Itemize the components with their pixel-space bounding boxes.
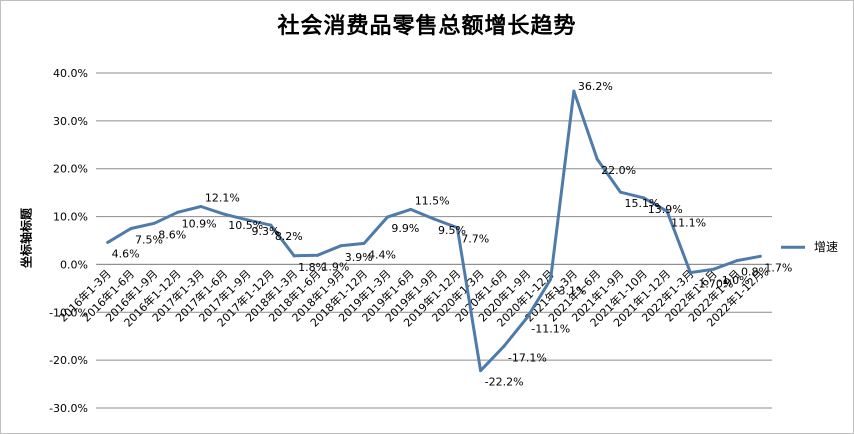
data-label: 10.9% <box>182 217 217 230</box>
data-label: 9.5% <box>438 224 466 237</box>
data-point <box>618 190 622 194</box>
data-label: 15.1% <box>624 197 659 210</box>
data-label: 36.2% <box>578 80 613 93</box>
data-point <box>455 226 459 230</box>
data-label: -1.70% <box>694 278 733 291</box>
data-point <box>595 157 599 161</box>
data-point <box>642 196 646 200</box>
data-point <box>339 244 343 248</box>
y-tick-label: 30.0% <box>53 115 88 128</box>
y-axis-ticks: 40.0% 30.0% 20.0% 10.0% 0.0% -10.0% -20.0% -30.… <box>49 67 88 415</box>
data-label: 7.5% <box>135 234 163 247</box>
legend: 增速 <box>781 240 838 254</box>
y-tick-label: -20.0% <box>49 354 88 367</box>
data-point <box>152 221 156 225</box>
data-point <box>129 227 133 231</box>
data-label: 7.7% <box>461 233 489 246</box>
data-point <box>269 223 273 227</box>
data-point <box>315 253 319 257</box>
data-label: 11.1% <box>671 216 706 229</box>
data-label: 13.9% <box>648 203 683 216</box>
data-label: 0.8% <box>741 266 769 279</box>
data-label: 8.6% <box>158 228 186 241</box>
data-label: -17.1% <box>508 351 547 364</box>
data-label: 22.0% <box>601 164 636 177</box>
y-tick-label: 0.0% <box>60 258 88 271</box>
chart-title: 社会消费品零售总额增长趋势 <box>277 13 577 39</box>
data-point <box>502 344 506 348</box>
series-line <box>106 89 761 373</box>
data-label: -1.0% <box>718 274 750 287</box>
gridlines <box>96 72 772 409</box>
data-point <box>432 217 436 221</box>
data-point <box>176 210 180 214</box>
data-point <box>409 207 413 211</box>
data-label: 9.9% <box>391 222 419 235</box>
y-tick-label: 10.0% <box>53 211 88 224</box>
data-label: -22.2% <box>485 376 524 389</box>
data-label: -11.1% <box>531 323 570 336</box>
data-point <box>688 271 692 275</box>
data-point <box>479 369 483 373</box>
y-tick-label: 40.0% <box>53 67 88 80</box>
data-point <box>525 316 529 320</box>
y-tick-label: 20.0% <box>53 163 88 176</box>
data-point <box>222 212 226 216</box>
data-label: 12.1% <box>205 192 240 205</box>
data-label: 10.5% <box>228 219 263 232</box>
data-point <box>199 205 203 209</box>
series-layer <box>106 89 762 373</box>
data-point <box>106 240 110 244</box>
data-point <box>292 254 296 258</box>
data-label: 9.3% <box>252 225 280 238</box>
data-point <box>665 209 669 213</box>
data-label: 8.2% <box>275 230 303 243</box>
data-labels: 4.6%7.5%8.6%10.9%12.1%10.5%9.3%8.2%1.8%1… <box>112 80 793 388</box>
data-point <box>758 254 762 258</box>
data-label: 1.8% <box>298 261 326 274</box>
data-label: 1.9% <box>321 260 349 273</box>
x-axis-ticks: 2016年1-3月2016年1-6月2016年1-9月2016年1-12月201… <box>56 267 767 330</box>
data-point <box>712 267 716 271</box>
data-point <box>362 241 366 245</box>
y-tick-label: -30.0% <box>49 402 88 415</box>
data-point <box>246 218 250 222</box>
data-label: -3.1% <box>555 284 587 297</box>
data-label: 11.5% <box>415 194 450 207</box>
data-point <box>549 277 553 281</box>
data-label: 4.6% <box>112 247 140 260</box>
data-label: 3.9% <box>345 251 373 264</box>
data-label: 4.4% <box>368 248 396 261</box>
legend-label: 增速 <box>814 240 838 254</box>
data-point <box>385 215 389 219</box>
y-tick-label: -10.0% <box>49 306 88 319</box>
data-label: 1.7% <box>764 261 792 274</box>
data-point <box>735 259 739 263</box>
data-point <box>572 89 576 93</box>
